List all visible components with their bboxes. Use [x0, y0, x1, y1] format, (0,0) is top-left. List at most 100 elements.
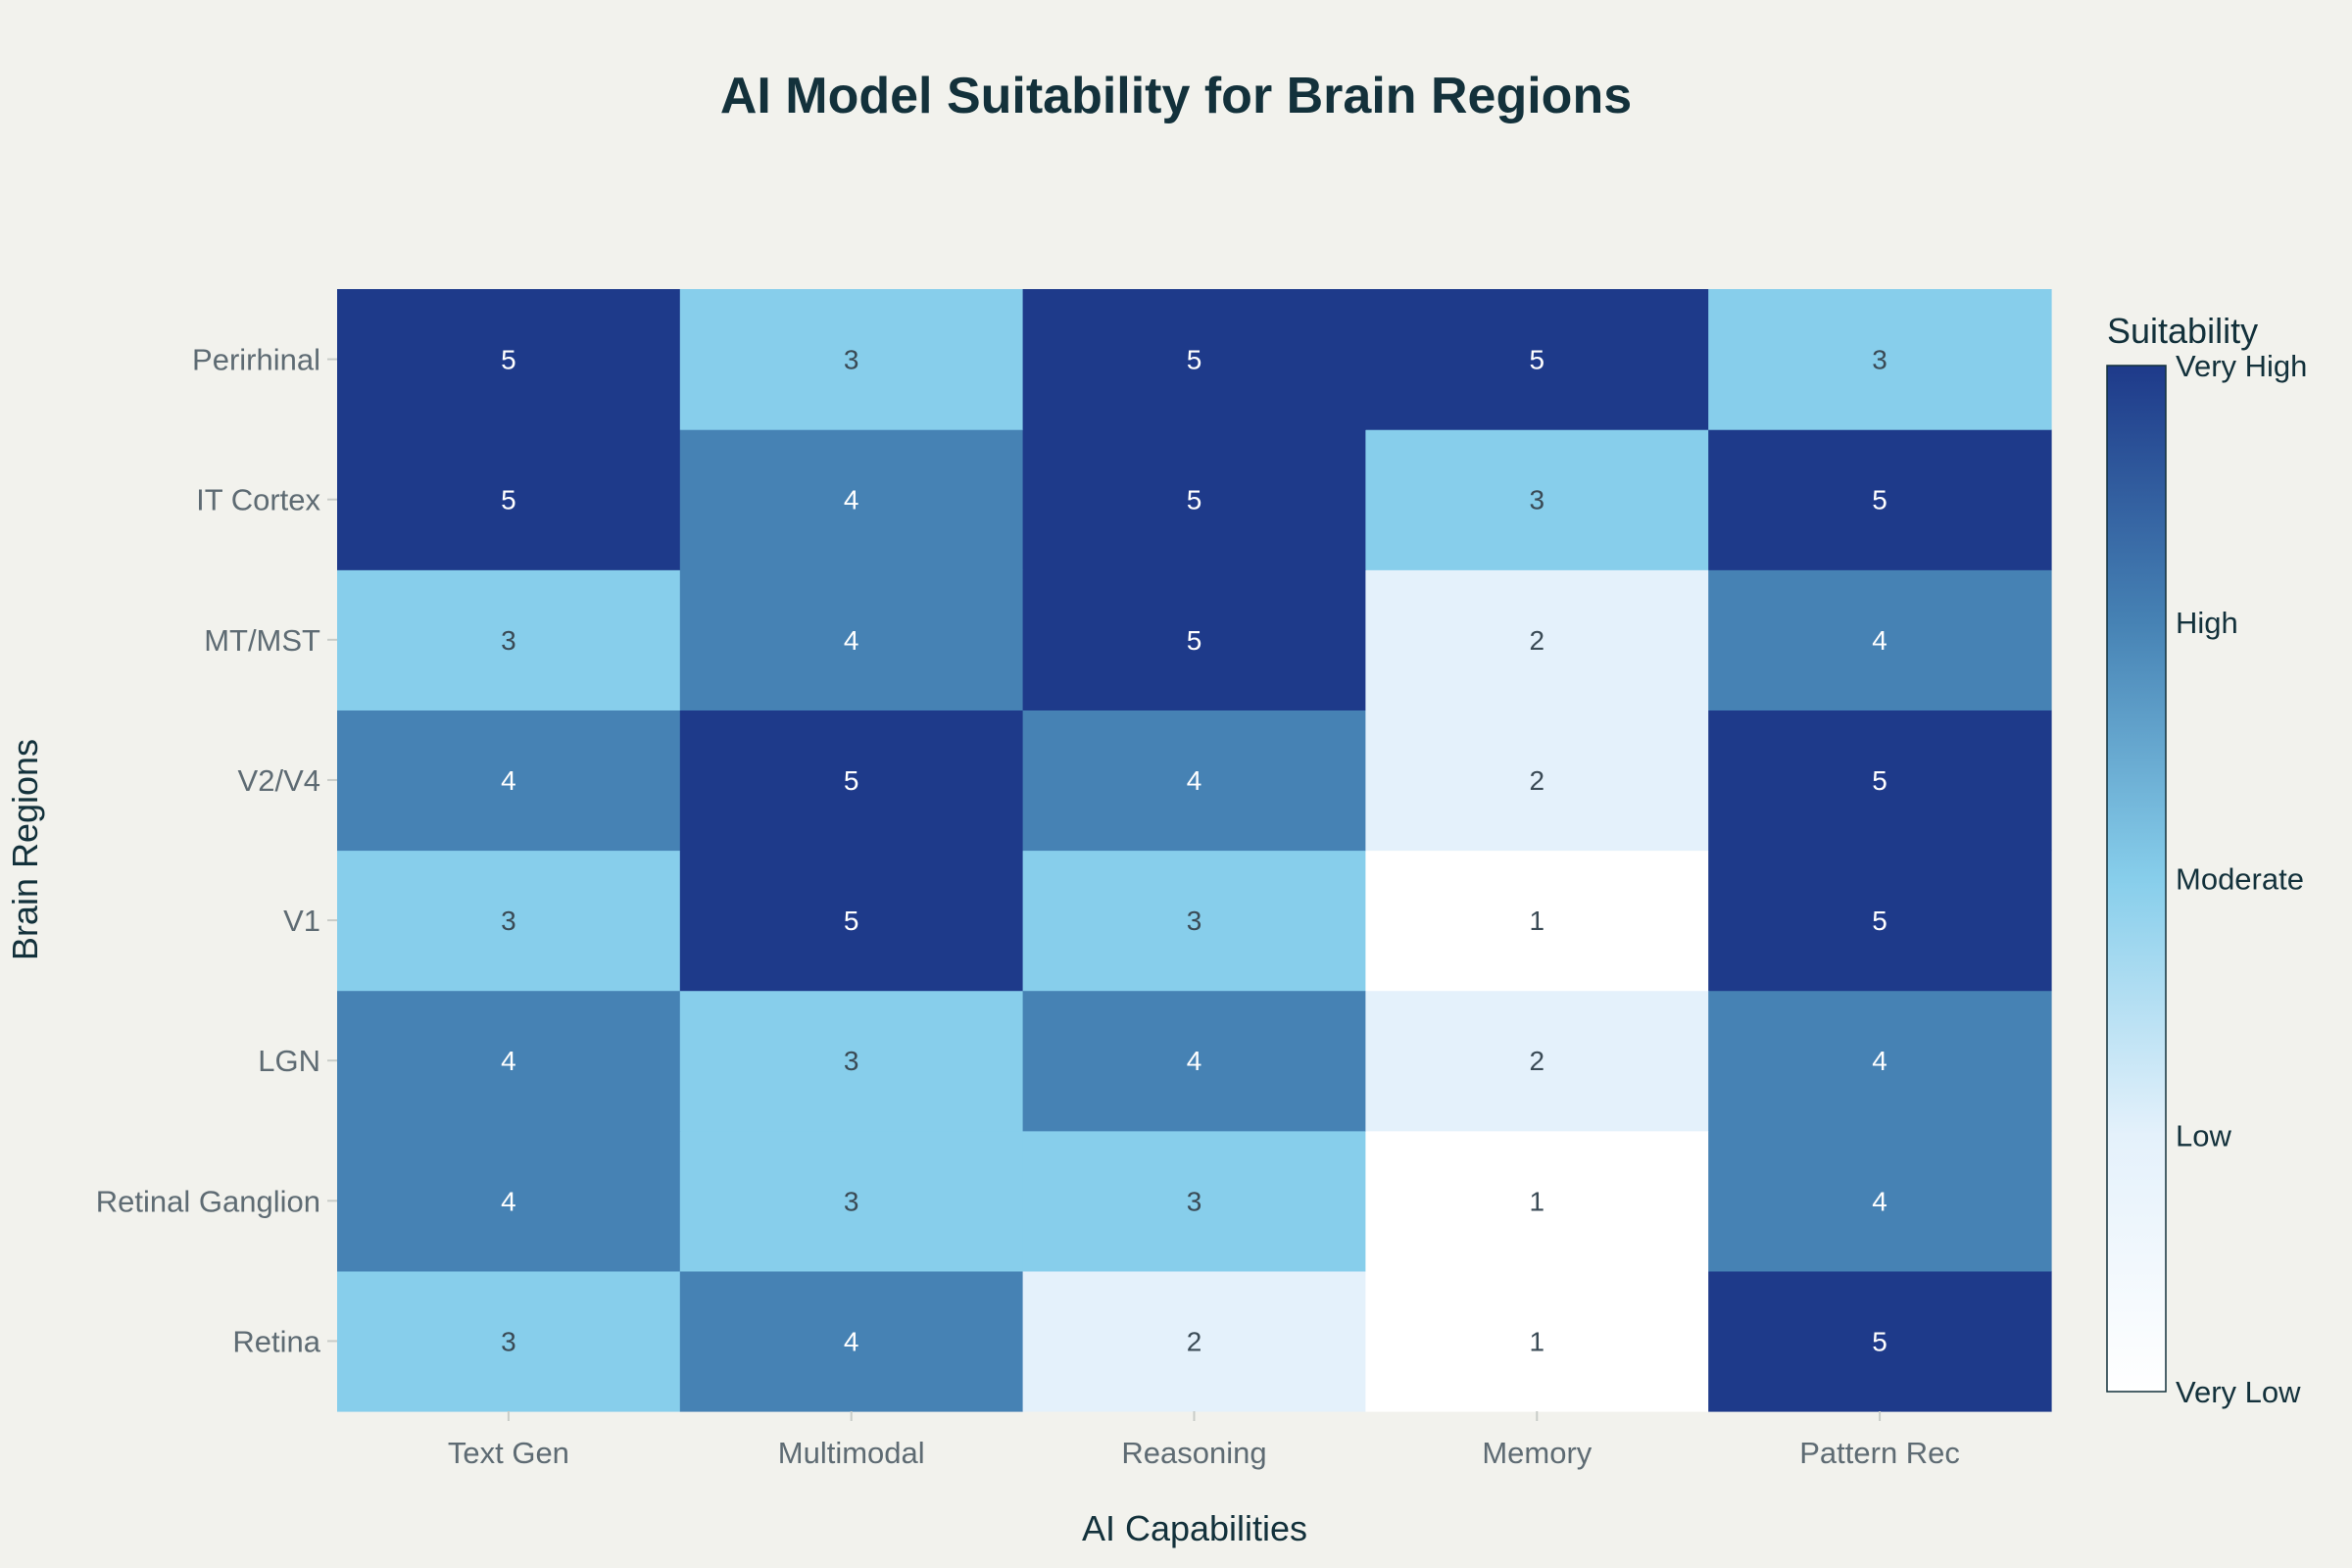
heatmap-cell — [337, 850, 681, 992]
cell-value-label: 3 — [844, 1186, 859, 1216]
cell-value-label: 3 — [844, 345, 859, 375]
cell-value-label: 5 — [501, 345, 516, 375]
cell-value-label: 2 — [1530, 625, 1545, 656]
cell-value-label: 5 — [844, 765, 859, 796]
cell-value-label: 3 — [1872, 345, 1887, 375]
heatmap-cell — [1708, 990, 2052, 1132]
heatmap-cell — [679, 850, 1024, 992]
cell-value-label: 4 — [844, 1326, 859, 1356]
x-axis-title: AI Capabilities — [1082, 1508, 1307, 1548]
cell-value-label: 1 — [1530, 906, 1545, 936]
heatmap-cell — [679, 569, 1024, 710]
cell-value-label: 5 — [1187, 625, 1202, 656]
cell-value-label: 4 — [844, 625, 859, 656]
heatmap-cell — [1708, 289, 2052, 430]
heatmap-cell — [1365, 710, 1709, 852]
heatmap-cell — [337, 710, 681, 852]
cell-value-label: 5 — [844, 906, 859, 936]
y-tick-label: IT Cortex — [196, 483, 320, 517]
colorbar: Suitability Very Low Low Moderate High Very … — [2106, 311, 2307, 1409]
y-tick-label: Perirhinal — [192, 343, 320, 377]
cell-value-label: 3 — [1530, 485, 1545, 515]
heatmap-cell — [1365, 990, 1709, 1132]
cell-value-label: 5 — [501, 485, 516, 515]
heatmap-cell — [337, 429, 681, 570]
y-axis: Retina Retinal Ganglion LGN V1 V2/V4 MT/MST IT… — [96, 343, 337, 1358]
colorbar-tick-label: Low — [2176, 1118, 2231, 1152]
cell-value-label: 4 — [1872, 1046, 1887, 1076]
heatmap-cell — [1365, 1270, 1709, 1412]
cell-value-label: 4 — [844, 485, 859, 515]
heatmap-cell — [337, 990, 681, 1132]
heatmap-cell — [679, 1270, 1024, 1412]
cell-value-label: 4 — [1187, 1046, 1202, 1076]
cell-value-label: 3 — [501, 1326, 516, 1356]
cell-value-label: 5 — [1872, 906, 1887, 936]
y-tick-label: V2/V4 — [238, 763, 320, 798]
cell-value-labels: 3 4 2 1 5 4 3 3 1 4 4 3 4 2 4 3 5 3 1 5 4 5 4 2 5 3 4 5 2 4 5 4 5 3 5 5 3 5 5 3 — [501, 345, 1887, 1357]
x-tick-label: Pattern Rec — [1799, 1436, 1960, 1470]
cell-value-label: 2 — [1530, 1046, 1545, 1076]
heatmap-cell — [1022, 429, 1366, 570]
heatmap-cell — [1022, 569, 1366, 710]
heatmap-cell — [1365, 569, 1709, 710]
colorbar-title: Suitability — [2107, 311, 2258, 351]
cell-value-label: 2 — [1187, 1326, 1202, 1356]
heatmap-cell — [1365, 289, 1709, 430]
y-tick-label: Retina — [232, 1324, 320, 1358]
cell-value-label: 1 — [1530, 1326, 1545, 1356]
heatmap-cell — [679, 1130, 1024, 1272]
heatmap-cell — [337, 289, 681, 430]
colorbar-tick-label: Very Low — [2176, 1375, 2301, 1409]
cell-value-label: 3 — [844, 1046, 859, 1076]
heatmap-cell — [1022, 1270, 1366, 1412]
cell-value-label: 4 — [1187, 765, 1202, 796]
heatmap-cell — [1708, 429, 2052, 570]
x-tick-label: Reasoning — [1121, 1436, 1266, 1470]
cell-value-label: 5 — [1872, 1326, 1887, 1356]
heatmap-cell — [1022, 850, 1366, 992]
cell-value-label: 3 — [501, 625, 516, 656]
heatmap-cell — [1708, 1130, 2052, 1272]
cell-value-label: 5 — [1187, 485, 1202, 515]
x-tick-label: Text Gen — [448, 1436, 569, 1470]
colorbar-scale — [2106, 365, 2167, 1393]
colorbar-tick-label: High — [2176, 606, 2238, 640]
colorbar-tick-label: Moderate — [2176, 862, 2304, 897]
heatmap-cell — [337, 569, 681, 710]
heatmap-cells — [337, 289, 2052, 1412]
heatmap-cell — [1708, 569, 2052, 710]
y-axis-title: Brain Regions — [5, 739, 45, 960]
heatmap-cell — [1708, 1270, 2052, 1412]
chart-title: AI Model Suitability for Brain Regions — [720, 68, 1632, 124]
heatmap-cell — [679, 990, 1024, 1132]
cell-value-label: 5 — [1187, 345, 1202, 375]
cell-value-label: 3 — [501, 906, 516, 936]
cell-value-label: 4 — [501, 1186, 516, 1216]
heatmap-cell — [1022, 990, 1366, 1132]
y-tick-label: Retinal Ganglion — [96, 1184, 320, 1218]
y-tick-label: MT/MST — [204, 623, 320, 658]
heatmap-cell — [1022, 1130, 1366, 1272]
heatmap-cell — [337, 1130, 681, 1272]
heatmap-cell — [337, 1270, 681, 1412]
heatmap-cell — [1365, 429, 1709, 570]
cell-value-label: 5 — [1872, 485, 1887, 515]
heatmap-cell — [1708, 710, 2052, 852]
heatmap-cell — [1022, 710, 1366, 852]
heatmap-cell — [1708, 850, 2052, 992]
cell-value-label: 3 — [1187, 906, 1202, 936]
x-tick-label: Multimodal — [778, 1436, 925, 1470]
cell-value-label: 1 — [1530, 1186, 1545, 1216]
cell-value-label: 4 — [1872, 1186, 1887, 1216]
cell-value-label: 5 — [1530, 345, 1545, 375]
y-tick-label: LGN — [258, 1044, 320, 1078]
heatmap-cell — [1365, 850, 1709, 992]
heatmap-cell — [679, 710, 1024, 852]
cell-value-label: 4 — [501, 765, 516, 796]
x-axis: Text Gen Multimodal Reasoning Memory Pattern… — [448, 1411, 1960, 1470]
heatmap-cell — [679, 289, 1024, 430]
cell-value-label: 4 — [1872, 625, 1887, 656]
